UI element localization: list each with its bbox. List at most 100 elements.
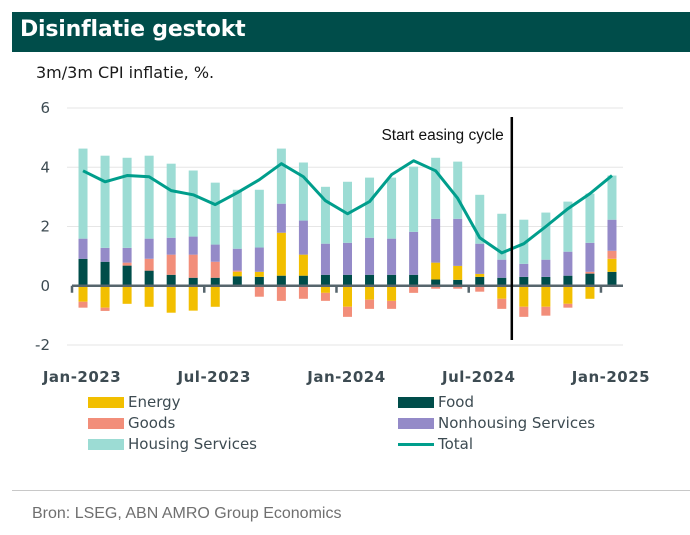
bar-segment-housing xyxy=(431,157,441,219)
bar-segment-goods xyxy=(276,285,286,301)
bar-segment-nonhousing xyxy=(387,238,397,275)
bar-segment-energy xyxy=(144,285,154,307)
bar-segment-housing xyxy=(519,219,529,264)
bar-segment-goods xyxy=(343,306,352,317)
bar-segment-nonhousing xyxy=(409,231,419,275)
bar-segment-energy xyxy=(475,273,485,277)
bar-segment-goods xyxy=(254,285,264,297)
bar-segment-energy xyxy=(431,262,441,280)
legend-item-food: Food xyxy=(398,392,474,412)
bar-segment-goods xyxy=(298,285,308,299)
bar-segment-energy xyxy=(320,285,330,293)
bar-segment-nonhousing xyxy=(188,236,198,255)
bar-segment-housing xyxy=(320,186,330,244)
bar-segment-housing xyxy=(453,161,463,219)
bar-segment-energy xyxy=(254,271,264,277)
bar-segment-nonhousing xyxy=(232,248,242,271)
bar-segment-nonhousing xyxy=(563,251,573,276)
bar-segment-goods xyxy=(497,298,507,309)
legend-swatch-total xyxy=(398,442,434,446)
legend-swatch-energy xyxy=(88,396,124,408)
bar-segment-energy xyxy=(453,265,463,280)
bar-segment-food xyxy=(144,270,154,286)
bar-segment-energy xyxy=(188,285,198,311)
legend-swatch-goods xyxy=(88,417,124,429)
total-line-group xyxy=(82,159,613,255)
bar-segment-energy xyxy=(166,285,176,313)
bar-segment-energy xyxy=(541,285,551,307)
bar-segment-energy xyxy=(519,285,529,307)
bar-segment-housing xyxy=(607,175,617,220)
bar-segment-nonhousing xyxy=(519,263,529,277)
bar-segment-housing xyxy=(365,177,375,238)
bar-segment-nonhousing xyxy=(343,242,352,275)
legend-swatch-nonhousing xyxy=(398,417,434,429)
bars xyxy=(78,148,617,317)
bar-segment-goods xyxy=(585,271,595,274)
bar-segment-food xyxy=(320,274,330,286)
bar-segment-housing xyxy=(387,177,397,239)
bar-segment-goods xyxy=(100,307,110,311)
x-tick-label: Jan-2023 xyxy=(42,368,121,386)
bar-segment-housing xyxy=(144,155,154,239)
bar-segment-energy xyxy=(78,285,88,302)
bar-segment-energy xyxy=(497,285,507,299)
bar-segment-nonhousing xyxy=(78,238,88,259)
bar-segment-food xyxy=(78,258,88,286)
bar-segment-food xyxy=(254,276,264,286)
bar-segment-nonhousing xyxy=(475,243,485,274)
bar-segment-nonhousing xyxy=(607,219,617,251)
bar-segment-goods xyxy=(166,254,176,275)
bar-segment-energy xyxy=(100,285,110,308)
bar-segment-goods xyxy=(607,250,617,259)
bar-segment-goods xyxy=(210,261,220,278)
bar-segment-nonhousing xyxy=(431,218,441,263)
bar-segment-energy xyxy=(343,285,352,307)
y-tick-label: 2 xyxy=(40,218,50,236)
legend-item-nonhousing: Nonhousing Services xyxy=(398,413,595,433)
x-axis xyxy=(70,284,623,293)
bar-segment-nonhousing xyxy=(585,242,595,272)
bar-segment-nonhousing xyxy=(298,220,308,255)
bar-segment-food xyxy=(563,275,573,286)
legend-swatch-housing xyxy=(88,438,124,450)
bar-segment-energy xyxy=(365,285,375,300)
bar-segment-energy xyxy=(298,254,308,276)
bar-segment-housing xyxy=(276,148,286,204)
bar-segment-housing xyxy=(100,155,110,248)
chart-title: Disinflatie gestokt xyxy=(20,17,246,42)
bar-segment-food xyxy=(100,261,110,286)
bar-segment-food xyxy=(409,274,419,286)
legend-label-housing: Housing Services xyxy=(128,435,257,453)
bar-segment-housing xyxy=(166,163,176,238)
legend-item-energy: Energy xyxy=(88,392,181,412)
bar-segment-housing xyxy=(298,162,308,221)
legend-swatch-food xyxy=(398,396,434,408)
bar-segment-food xyxy=(387,274,397,286)
bar-segment-goods xyxy=(475,285,485,292)
bar-segment-housing xyxy=(409,166,419,232)
bar-segment-food xyxy=(365,274,375,286)
bar-segment-goods xyxy=(144,258,154,271)
chart-plot: 6 4 2 0 -2 Start easing cycle Jan-2023 Jul-20… xyxy=(35,99,650,386)
bar-segment-food xyxy=(585,273,595,286)
legend-label-goods: Goods xyxy=(128,414,176,432)
bar-segment-housing xyxy=(78,148,88,239)
bar-segment-energy xyxy=(607,258,617,272)
source-note: Bron: LSEG, ABN AMRO Group Economics xyxy=(32,505,342,522)
bar-segment-goods xyxy=(519,306,529,317)
bar-segment-food xyxy=(519,276,529,286)
bar-segment-nonhousing xyxy=(365,237,375,275)
bar-segment-energy xyxy=(232,271,242,277)
y-tick-label: 0 xyxy=(40,277,50,295)
bar-segment-nonhousing xyxy=(144,238,154,259)
bar-segment-food xyxy=(343,274,352,286)
footer-divider xyxy=(12,490,690,491)
bar-segment-energy xyxy=(276,232,286,276)
legend: Energy Food Goods Nonhousing Services Ho… xyxy=(0,392,690,462)
bar-segment-housing xyxy=(122,157,132,248)
bar-segment-housing xyxy=(232,189,242,249)
bar-segment-goods xyxy=(365,299,375,309)
bar-segment-nonhousing xyxy=(497,259,507,278)
bar-segment-nonhousing xyxy=(453,218,463,266)
